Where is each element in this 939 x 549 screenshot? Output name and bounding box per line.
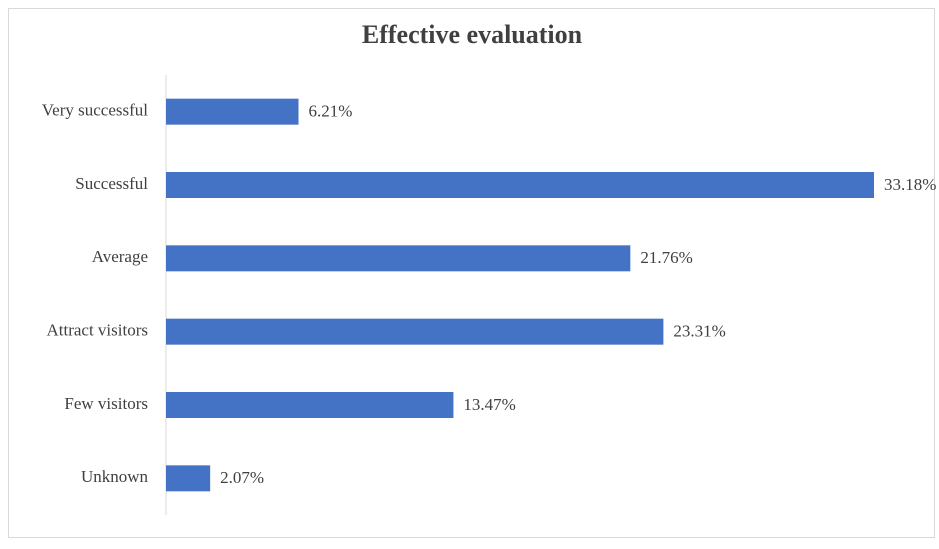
data-label: 23.31%	[673, 322, 725, 341]
bar	[166, 245, 631, 272]
data-label: 21.76%	[640, 248, 692, 267]
data-label: 2.07%	[220, 468, 264, 487]
bar	[166, 98, 299, 125]
bar	[166, 392, 454, 418]
y-tick-label: Average	[92, 247, 148, 266]
data-label: 6.21%	[309, 102, 353, 121]
y-tick-label: Unknown	[81, 467, 149, 486]
y-tick-label: Very successful	[42, 101, 148, 120]
chart-frame	[8, 8, 935, 538]
data-label: 13.47%	[463, 395, 515, 414]
bar	[166, 172, 874, 198]
data-label: 33.18%	[884, 175, 936, 194]
y-tick-label: Successful	[75, 174, 148, 193]
y-tick-label: Few visitors	[64, 394, 148, 413]
bar	[166, 465, 211, 492]
chart-title: Effective evaluation	[362, 20, 583, 49]
y-tick-label: Attract visitors	[46, 321, 148, 340]
bar	[166, 318, 664, 345]
